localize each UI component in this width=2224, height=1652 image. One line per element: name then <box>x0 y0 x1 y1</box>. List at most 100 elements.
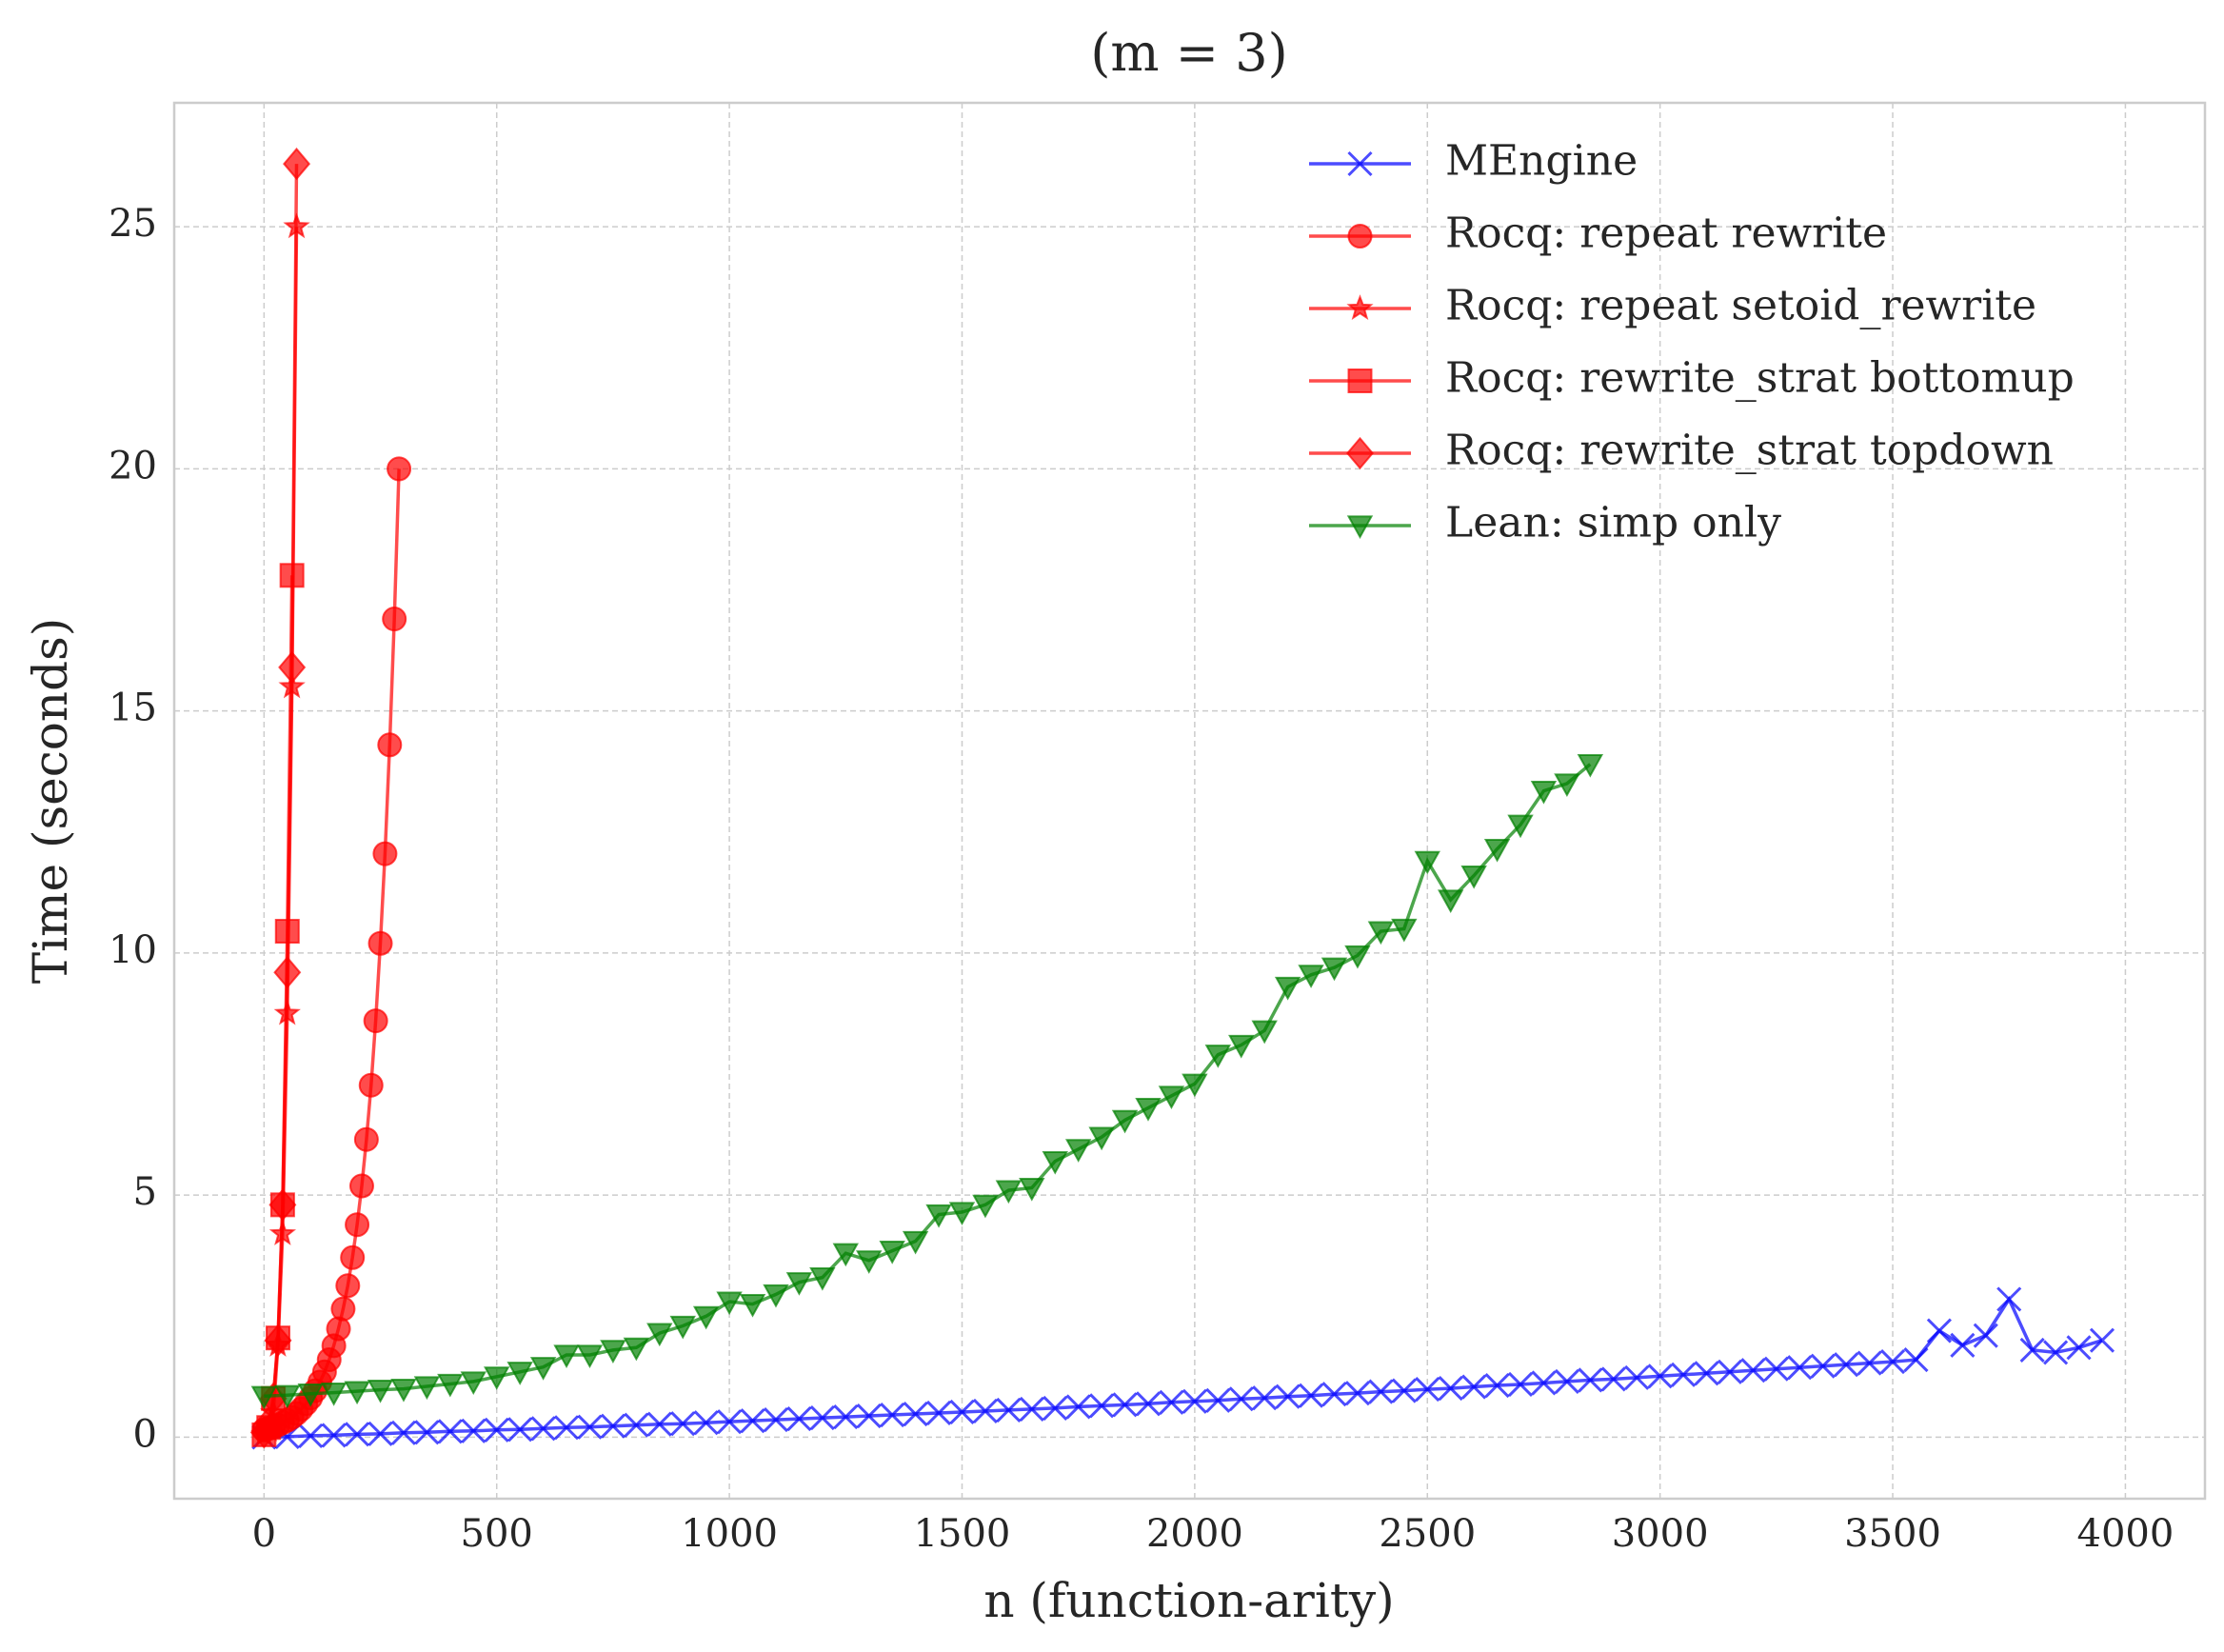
data-point <box>646 1323 673 1347</box>
data-point <box>948 1202 976 1226</box>
x-tick-label: 2000 <box>1146 1512 1243 1556</box>
data-point <box>902 1230 929 1255</box>
data-point <box>461 1418 486 1443</box>
data-point <box>320 1383 348 1406</box>
data-point <box>646 1411 672 1437</box>
data-point <box>1064 1139 1092 1163</box>
x-tick-label: 0 <box>252 1512 276 1556</box>
data-point <box>1042 1395 1068 1421</box>
data-point <box>1415 1377 1440 1403</box>
data-point <box>925 1204 952 1228</box>
data-point <box>553 1344 580 1369</box>
data-point <box>250 1385 278 1410</box>
data-point <box>856 1250 883 1274</box>
legend-marker <box>1346 294 1374 321</box>
data-point <box>1578 1367 1603 1393</box>
data-point <box>785 1272 813 1296</box>
data-point <box>1554 773 1580 798</box>
legend-label: Rocq: repeat rewrite <box>1445 209 1887 258</box>
data-point <box>1042 1150 1068 1175</box>
data-point <box>880 1402 905 1428</box>
data-point <box>1507 1371 1534 1398</box>
data-point <box>1671 1362 1697 1387</box>
data-point <box>348 1173 374 1199</box>
data-point <box>1065 1394 1091 1420</box>
legend-marker <box>1345 436 1375 470</box>
data-point <box>390 1420 417 1445</box>
data-point <box>1950 1332 1976 1358</box>
data-point <box>716 1291 743 1316</box>
data-point <box>1531 1370 1557 1396</box>
data-point <box>278 650 307 685</box>
data-point <box>1275 1383 1301 1409</box>
data-point <box>949 1399 975 1425</box>
legend-marker <box>1347 224 1373 249</box>
data-point <box>363 1008 388 1034</box>
data-point <box>506 1362 533 1385</box>
data-point <box>353 1126 379 1152</box>
data-point <box>2019 1337 2045 1363</box>
legend-label: Rocq: repeat setoid_rewrite <box>1445 282 2036 330</box>
data-point <box>623 1337 650 1362</box>
data-point <box>693 1410 719 1436</box>
data-point <box>809 1405 835 1431</box>
data-point <box>1159 1389 1184 1415</box>
data-point <box>1834 1352 1859 1378</box>
data-point <box>972 1194 999 1219</box>
legend-marker <box>1347 150 1373 177</box>
data-point <box>1299 1383 1324 1408</box>
data-point <box>1368 1379 1394 1404</box>
data-point <box>1135 1391 1162 1417</box>
data-point <box>340 1244 366 1270</box>
data-point <box>1321 1382 1347 1407</box>
data-point <box>624 1412 649 1438</box>
data-point <box>717 1409 743 1435</box>
data-point <box>925 1400 952 1426</box>
data-point <box>530 1416 556 1442</box>
data-point <box>1228 1034 1255 1059</box>
data-point <box>1763 1356 1789 1382</box>
data-point <box>387 456 412 482</box>
data-point <box>879 1241 905 1264</box>
data-point <box>377 732 403 758</box>
data-point <box>335 1273 361 1299</box>
data-point <box>833 1403 859 1430</box>
data-point <box>1182 1073 1208 1098</box>
data-point <box>321 1423 347 1448</box>
y-tick-label: 10 <box>109 928 157 972</box>
x-tick-label: 3000 <box>1612 1512 1709 1556</box>
data-point <box>1624 1364 1650 1390</box>
data-point <box>382 607 407 632</box>
data-point <box>1135 1098 1162 1122</box>
series-line <box>264 763 1592 1398</box>
data-point <box>1484 1372 1510 1399</box>
data-point <box>1251 1020 1278 1045</box>
y-tick-label: 20 <box>109 444 157 488</box>
x-axis-label: n (function-arity) <box>983 1573 1394 1628</box>
data-point <box>372 841 398 866</box>
data-point <box>437 1373 464 1398</box>
data-point <box>367 1421 393 1446</box>
data-point <box>1344 1381 1371 1406</box>
data-point <box>273 956 302 989</box>
data-point <box>1367 921 1395 945</box>
data-point <box>600 1340 626 1363</box>
y-tick-label: 25 <box>109 202 157 246</box>
data-point <box>1391 1378 1417 1403</box>
data-point <box>1438 889 1464 914</box>
data-point <box>809 1267 836 1291</box>
data-point <box>763 1284 789 1308</box>
data-point <box>1483 838 1511 863</box>
data-point <box>1810 1353 1836 1379</box>
data-point <box>995 1180 1023 1204</box>
data-point <box>576 1344 604 1369</box>
data-point <box>856 1403 882 1429</box>
grid <box>174 103 2205 1499</box>
data-point <box>1111 1109 1139 1134</box>
y-tick-label: 5 <box>133 1170 157 1214</box>
data-point <box>367 930 393 956</box>
data-point <box>1112 1392 1138 1418</box>
data-point <box>345 1212 370 1238</box>
